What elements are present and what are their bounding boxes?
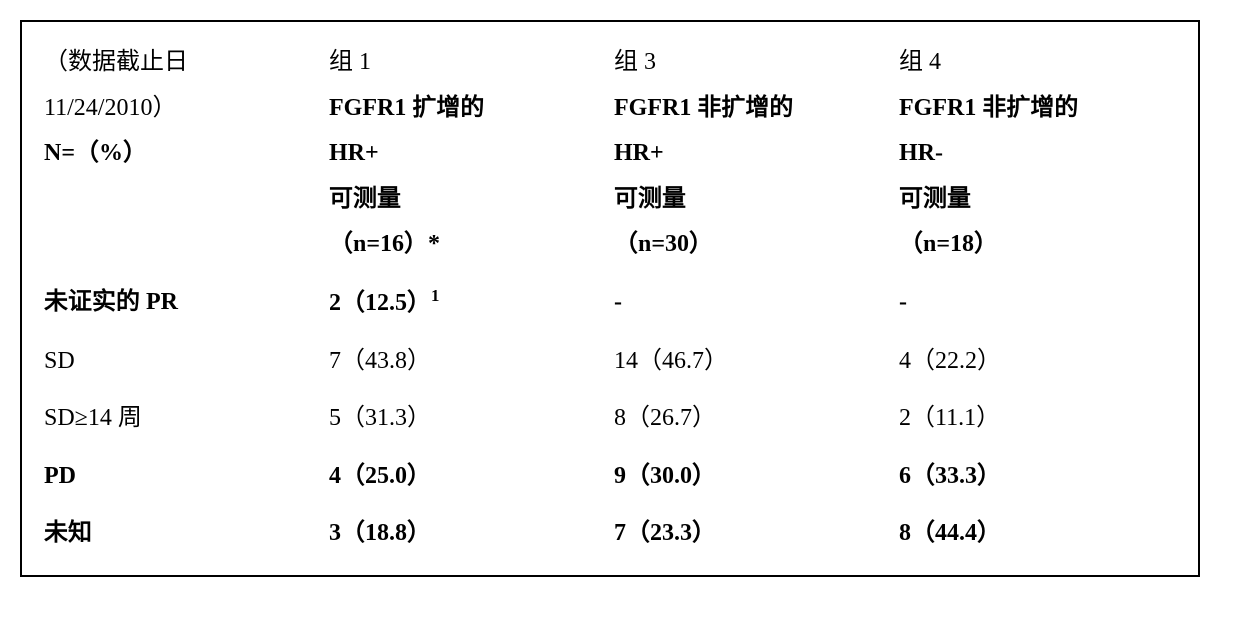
row-g1-cell: 2（12.5）1 (325, 274, 610, 333)
header-g4-hr: HR- (899, 131, 1176, 177)
header-g1-fgfr: FGFR1 扩增的 (329, 86, 606, 132)
header-g4-title: 组 4 (899, 40, 1176, 86)
header-g3-measurable: 可测量 (614, 177, 891, 223)
header-left-n-percent: N=（%） (44, 131, 321, 177)
header-group3-cell: 组 3 FGFR1 非扩增的 HR+ 可测量 （n=30） (610, 34, 895, 274)
header-left-cutoff-label: （数据截止日 (44, 40, 321, 86)
row-g4-value: 6（33.3） (895, 448, 1180, 506)
row-g1-value: 7（43.8） (325, 333, 610, 391)
header-left-cutoff-date: 11/24/2010） (44, 86, 321, 132)
row-label: 未证实的 PR (40, 274, 325, 333)
row-g1-value: 4（25.0） (325, 448, 610, 506)
row-g3-value: 9（30.0） (610, 448, 895, 506)
header-g1-measurable: 可测量 (329, 177, 606, 223)
header-group1-cell: 组 1 FGFR1 扩增的 HR+ 可测量 （n=16）* (325, 34, 610, 274)
header-g3-fgfr: FGFR1 非扩增的 (614, 86, 891, 132)
row-sd: SD 7（43.8） 14（46.7） 4（22.2） (40, 333, 1180, 391)
header-g1-n: （n=16）* (329, 222, 606, 268)
header-g3-hr: HR+ (614, 131, 891, 177)
header-g3-n: （n=30） (614, 222, 891, 268)
row-pd: PD 4（25.0） 9（30.0） 6（33.3） (40, 448, 1180, 506)
row-g3-value: 14（46.7） (610, 333, 895, 391)
header-group4-cell: 组 4 FGFR1 非扩增的 HR- 可测量 （n=18） (895, 34, 1180, 274)
row-g4-value: 4（22.2） (895, 333, 1180, 391)
header-g4-fgfr: FGFR1 非扩增的 (899, 86, 1176, 132)
header-g4-n: （n=18） (899, 222, 1176, 268)
row-sd-ge14: SD≥14 周 5（31.3） 8（26.7） 2（11.1） (40, 390, 1180, 448)
row-g4-value: 2（11.1） (895, 390, 1180, 448)
header-g1-hr: HR+ (329, 131, 606, 177)
header-g1-title: 组 1 (329, 40, 606, 86)
row-unknown: 未知 3（18.8） 7（23.3） 8（44.4） (40, 505, 1180, 563)
header-left-cell: （数据截止日 11/24/2010） N=（%） (40, 34, 325, 274)
row-g3-value: - (610, 274, 895, 333)
clinical-results-table: （数据截止日 11/24/2010） N=（%） 组 1 FGFR1 扩增的 H… (20, 20, 1200, 577)
header-g3-title: 组 3 (614, 40, 891, 86)
row-g3-value: 8（26.7） (610, 390, 895, 448)
row-g1-value: 2（12.5） (329, 290, 431, 316)
header-row: （数据截止日 11/24/2010） N=（%） 组 1 FGFR1 扩增的 H… (40, 34, 1180, 274)
row-label: 未知 (40, 505, 325, 563)
header-g4-measurable: 可测量 (899, 177, 1176, 223)
row-label: SD (40, 333, 325, 391)
row-g1-sup: 1 (431, 286, 439, 305)
row-g4-value: 8（44.4） (895, 505, 1180, 563)
row-g1-value: 3（18.8） (325, 505, 610, 563)
row-label: SD≥14 周 (40, 390, 325, 448)
row-g1-value: 5（31.3） (325, 390, 610, 448)
data-table: （数据截止日 11/24/2010） N=（%） 组 1 FGFR1 扩增的 H… (40, 34, 1180, 563)
row-label: PD (40, 448, 325, 506)
row-g3-value: 7（23.3） (610, 505, 895, 563)
row-g4-value: - (895, 274, 1180, 333)
row-unconfirmed-pr: 未证实的 PR 2（12.5）1 - - (40, 274, 1180, 333)
